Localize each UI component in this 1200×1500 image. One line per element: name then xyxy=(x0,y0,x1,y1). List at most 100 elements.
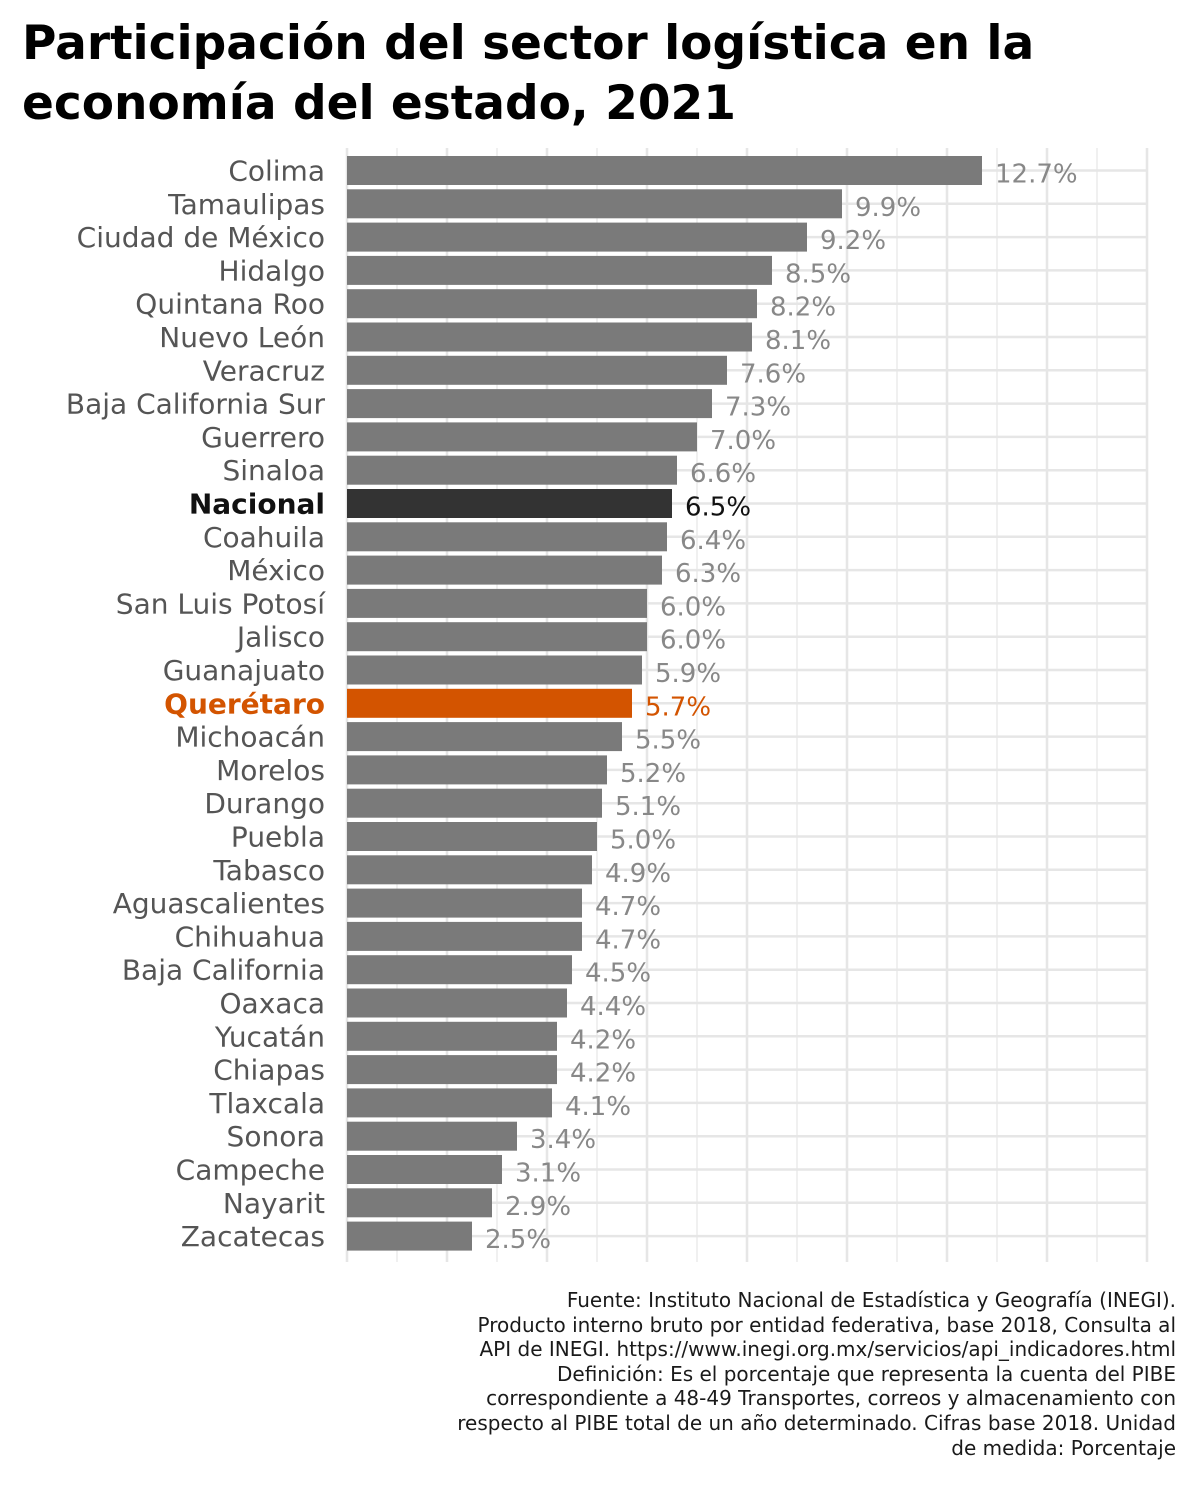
value-label: 12.7% xyxy=(995,160,1078,190)
bar xyxy=(347,1121,517,1151)
value-label: 7.0% xyxy=(710,426,776,456)
value-label: 6.0% xyxy=(660,592,726,622)
category-label: Chihuahua xyxy=(175,920,325,953)
value-label: 2.5% xyxy=(485,1225,551,1255)
value-label: 4.7% xyxy=(595,925,661,955)
category-label: Veracruz xyxy=(203,354,325,387)
bar xyxy=(347,1221,472,1251)
value-label: 4.1% xyxy=(565,1092,631,1122)
category-label: Sonora xyxy=(227,1120,325,1153)
value-label: 5.5% xyxy=(635,726,701,756)
bar xyxy=(347,455,677,485)
bars xyxy=(347,156,982,1251)
bar xyxy=(347,222,807,252)
value-label: 5.2% xyxy=(620,759,686,789)
bar xyxy=(347,722,622,752)
value-label: 9.2% xyxy=(820,226,886,256)
bar xyxy=(347,489,672,518)
caption-line: Fuente: Instituto Nacional de Estadístic… xyxy=(566,1288,1176,1312)
category-label: Yucatán xyxy=(214,1020,325,1053)
value-label: 7.6% xyxy=(740,359,806,389)
category-label: Morelos xyxy=(216,754,325,787)
category-label: San Luis Potosí xyxy=(116,587,326,620)
category-label: Zacatecas xyxy=(181,1220,325,1253)
bar xyxy=(347,389,712,419)
bar xyxy=(347,522,667,552)
category-label: Ciudad de México xyxy=(77,221,325,254)
category-label: Nacional xyxy=(189,488,325,521)
value-label: 8.5% xyxy=(785,259,851,289)
bar xyxy=(347,888,582,918)
caption-line: correspondiente a 48-49 Transportes, cor… xyxy=(486,1386,1176,1411)
bar xyxy=(347,1188,492,1218)
category-label: Colima xyxy=(228,155,325,188)
value-label: 5.9% xyxy=(655,659,721,689)
category-label: Nayarit xyxy=(223,1187,325,1220)
bar xyxy=(347,988,567,1018)
value-label: 5.1% xyxy=(615,792,681,822)
value-label: 2.9% xyxy=(505,1192,571,1222)
caption-line: Producto interno bruto por entidad feder… xyxy=(477,1312,1176,1337)
value-label: 8.1% xyxy=(765,326,831,356)
bar xyxy=(347,255,772,285)
value-label: 4.2% xyxy=(570,1059,636,1089)
bar xyxy=(347,189,842,219)
bar xyxy=(347,688,632,718)
category-label: Tamaulipas xyxy=(167,188,325,221)
category-label: Jalisco xyxy=(235,621,325,654)
bar xyxy=(347,422,697,452)
value-label: 4.5% xyxy=(585,959,651,989)
value-label: 6.5% xyxy=(685,493,751,523)
bar xyxy=(347,555,662,585)
category-label: Tlaxcala xyxy=(208,1087,325,1120)
bar xyxy=(347,755,607,785)
bar xyxy=(347,788,602,818)
category-label: Michoacán xyxy=(175,721,325,754)
value-label: 5.7% xyxy=(645,692,711,722)
value-label: 4.2% xyxy=(570,1025,636,1055)
caption-line: respecto al PIBE total de un año determi… xyxy=(457,1410,1176,1435)
category-label: Chiapas xyxy=(213,1054,325,1087)
bar xyxy=(347,289,757,319)
category-label: Tabasco xyxy=(212,854,325,887)
category-label: Querétaro xyxy=(164,687,325,720)
category-label: Durango xyxy=(204,787,325,820)
category-label: Guerrero xyxy=(201,421,325,454)
value-label: 6.6% xyxy=(690,459,756,489)
bar xyxy=(347,156,982,185)
bar xyxy=(347,588,647,618)
value-label: 4.4% xyxy=(580,992,646,1022)
value-label: 6.4% xyxy=(680,526,746,556)
value-label: 3.1% xyxy=(515,1159,581,1189)
value-labels: 12.7% 9.9%9.2%8.5% 8.2%8.1%7.6% 7.3%7.0%6.6… xyxy=(485,160,1078,1256)
source-caption: Fuente: Instituto Nacional de Estadístic… xyxy=(276,1288,1176,1460)
category-label: Puebla xyxy=(231,821,325,854)
value-label: 3.4% xyxy=(530,1125,596,1155)
category-label: Coahuila xyxy=(203,521,325,554)
value-label: 6.3% xyxy=(675,559,741,589)
bar xyxy=(347,1088,552,1118)
bar xyxy=(347,855,592,885)
bar xyxy=(347,655,642,685)
bar xyxy=(347,1055,557,1085)
category-label: Quintana Roo xyxy=(135,288,325,321)
bar xyxy=(347,1021,557,1051)
value-label: 5.0% xyxy=(610,826,676,856)
value-label: 4.9% xyxy=(605,859,671,889)
chart-title-line-2: economía del estado, 2021 xyxy=(22,76,736,131)
caption-line: Definición: Es el porcentaje que represe… xyxy=(556,1361,1176,1386)
caption-line: de medida: Porcentaje xyxy=(951,1435,1176,1460)
category-label: Campeche xyxy=(176,1154,325,1187)
bar xyxy=(347,822,597,851)
category-label: Aguascalientes xyxy=(113,887,325,920)
category-label: México xyxy=(227,554,325,587)
bar xyxy=(347,622,647,652)
value-label: 9.9% xyxy=(855,193,921,223)
category-label: Oaxaca xyxy=(220,987,325,1020)
category-label: Sinaloa xyxy=(222,454,325,487)
category-label: Baja California xyxy=(122,954,325,987)
value-label: 8.2% xyxy=(770,293,836,323)
category-label: Hidalgo xyxy=(219,254,325,287)
